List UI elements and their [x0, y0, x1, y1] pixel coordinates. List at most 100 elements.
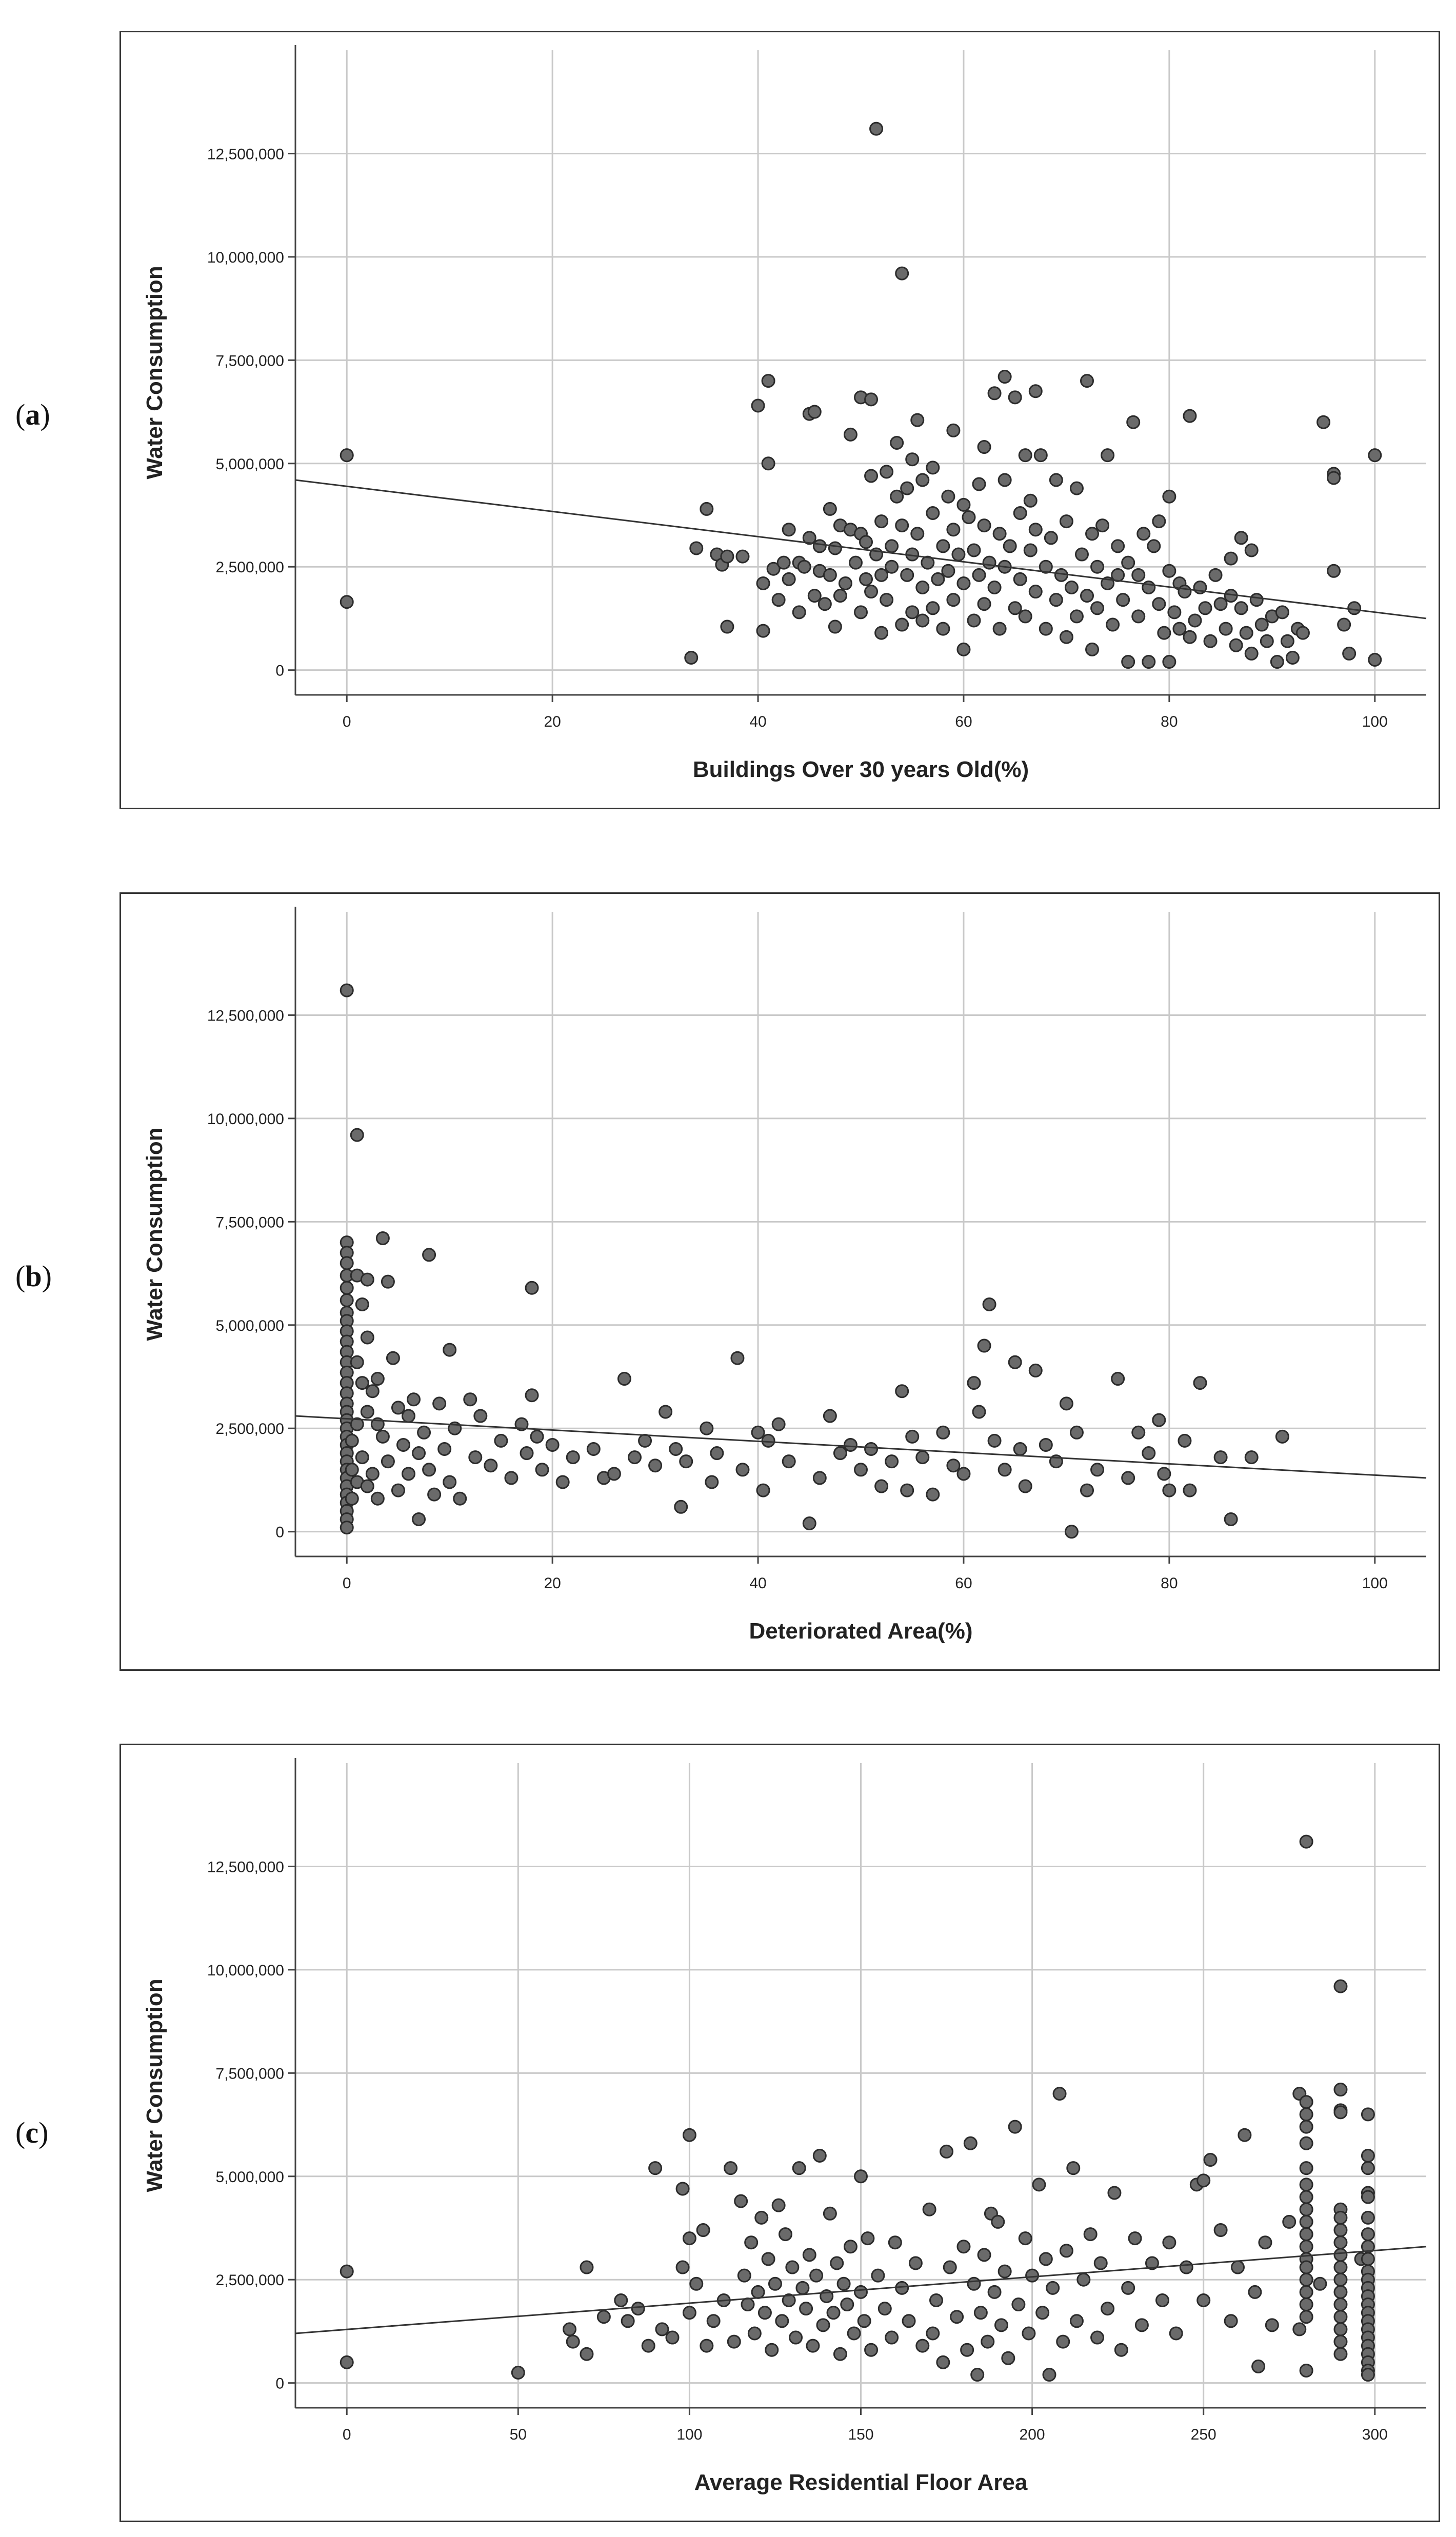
x-tick-label: 80	[1161, 713, 1178, 730]
data-point	[1064, 1525, 1079, 1539]
data-point	[1196, 2293, 1211, 2307]
data-point	[782, 572, 796, 586]
data-point	[422, 1248, 436, 1262]
data-point	[1090, 560, 1105, 574]
data-point	[766, 562, 781, 576]
y-tick-label: 7,500,000	[216, 1214, 284, 1231]
data-point	[689, 2276, 704, 2291]
data-point	[833, 589, 847, 603]
data-point	[1013, 1442, 1027, 1456]
data-point	[700, 502, 714, 516]
data-point	[836, 2276, 851, 2291]
data-point	[754, 2210, 769, 2225]
data-point	[1003, 539, 1017, 553]
data-point	[1142, 655, 1156, 669]
data-point	[1069, 609, 1084, 624]
y-tick-label: 10,000,000	[207, 249, 284, 266]
data-point	[817, 597, 832, 611]
data-point	[823, 2206, 837, 2221]
data-point	[1333, 2298, 1348, 2312]
data-point	[816, 2318, 830, 2332]
data-point	[1275, 1429, 1289, 1444]
data-point	[871, 2268, 885, 2283]
x-tick-label: 20	[544, 1575, 561, 1592]
data-point	[972, 477, 986, 491]
data-point	[1162, 564, 1176, 578]
data-point	[1085, 527, 1100, 541]
data-point	[1126, 415, 1141, 429]
data-point	[412, 1512, 426, 1526]
x-tick-label: 0	[343, 2426, 351, 2443]
data-point	[880, 593, 894, 607]
data-point	[1299, 2285, 1313, 2299]
data-point	[1049, 593, 1063, 607]
data-point	[833, 1446, 847, 1461]
data-point	[1327, 564, 1341, 578]
y-tick-label: 5,000,000	[216, 456, 284, 473]
data-point	[751, 2285, 765, 2299]
data-point	[365, 1384, 380, 1399]
data-point	[1152, 597, 1166, 611]
data-point	[735, 1463, 750, 1477]
data-point	[1018, 2231, 1032, 2246]
data-point	[900, 568, 914, 582]
data-point	[1142, 1446, 1156, 1461]
data-point	[823, 568, 837, 582]
data-point	[1327, 471, 1341, 485]
data-point	[795, 2281, 810, 2295]
data-point	[890, 435, 904, 450]
data-point	[936, 539, 950, 553]
data-point	[900, 1483, 914, 1497]
data-point	[1059, 2244, 1073, 2258]
data-point	[756, 1483, 770, 1497]
data-point	[735, 549, 750, 564]
data-point	[1157, 1467, 1171, 1481]
data-point	[1299, 2240, 1313, 2254]
data-point	[751, 1425, 765, 1440]
data-point	[1008, 2120, 1022, 2134]
data-point	[946, 423, 961, 437]
data-point	[1333, 2334, 1348, 2349]
data-point	[1333, 2272, 1348, 2287]
x-tick-label: 80	[1161, 1575, 1178, 1592]
data-point	[1333, 2322, 1348, 2336]
data-point	[973, 2306, 988, 2320]
data-point	[566, 1450, 580, 1465]
data-point	[741, 2298, 755, 2312]
data-point	[1044, 531, 1058, 545]
data-point	[1299, 2107, 1313, 2122]
data-point	[1028, 384, 1043, 398]
data-point	[895, 617, 909, 632]
data-point	[946, 523, 961, 537]
data-point	[936, 2355, 950, 2369]
data-point	[1028, 523, 1043, 537]
data-point	[956, 1467, 971, 1481]
data-point	[776, 555, 791, 570]
data-point	[1299, 2202, 1313, 2216]
data-point	[956, 497, 971, 512]
data-point	[826, 2306, 841, 2320]
data-point	[355, 1376, 369, 1390]
data-point	[675, 2260, 690, 2274]
data-point	[345, 1433, 359, 1448]
data-point	[806, 2339, 820, 2353]
data-point	[1042, 2368, 1056, 2382]
x-tick-label: 150	[848, 2426, 873, 2443]
data-point	[1069, 481, 1084, 495]
data-point	[340, 983, 354, 997]
data-point	[1039, 560, 1053, 574]
data-point	[1111, 568, 1125, 582]
data-point	[807, 589, 822, 603]
data-point	[936, 1425, 950, 1440]
data-point	[828, 541, 842, 555]
fit-line	[295, 479, 1427, 620]
data-point	[1032, 2178, 1046, 2192]
data-point	[443, 1343, 457, 1357]
data-point	[1035, 2306, 1050, 2320]
data-point	[779, 2227, 792, 2242]
data-point	[1333, 1979, 1348, 1993]
data-point	[1039, 2252, 1053, 2266]
data-point	[360, 1405, 374, 1419]
data-point	[1183, 409, 1197, 423]
data-point	[977, 518, 991, 533]
